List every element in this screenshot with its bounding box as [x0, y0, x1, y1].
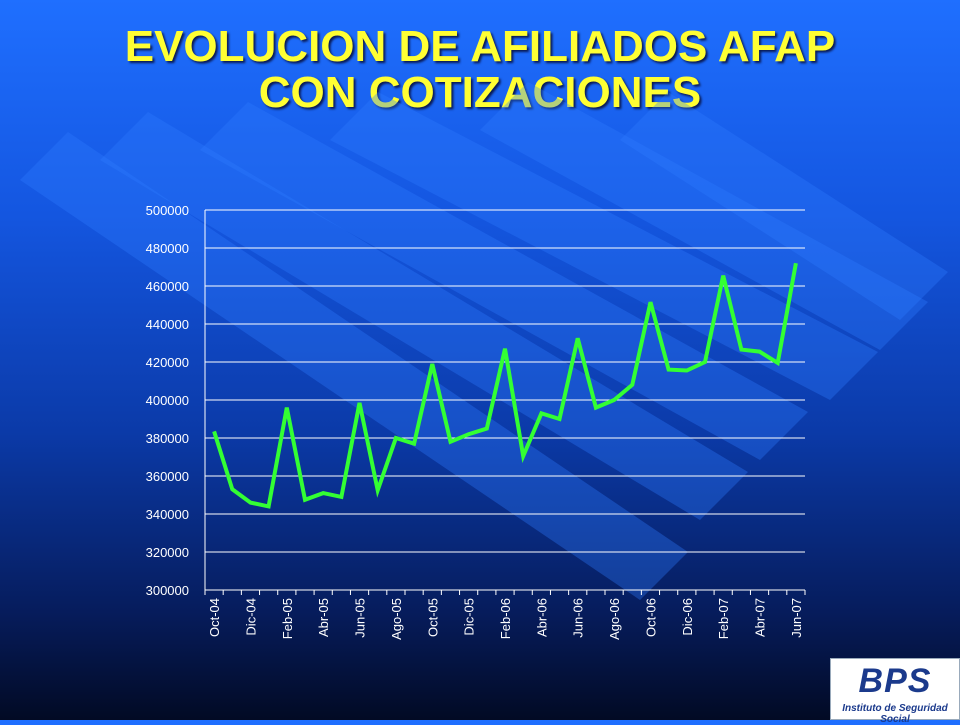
chart-series: [212, 262, 798, 509]
x-tick-label: Feb-06: [498, 598, 513, 639]
x-tick-label: Feb-07: [716, 598, 731, 639]
bps-logo: BPS Instituto de Seguridad Social: [830, 658, 960, 725]
y-tick-label: 460000: [146, 279, 189, 294]
logo-mark: BPS: [858, 662, 932, 700]
x-tick-label: Oct-06: [643, 598, 658, 637]
x-tick-label: Oct-05: [425, 598, 440, 637]
x-tick-label: Jun-05: [353, 598, 368, 638]
x-tick-label: Feb-05: [280, 598, 295, 639]
background-stripe: [200, 102, 808, 460]
background-stripe: [330, 92, 878, 400]
y-tick-label: 320000: [146, 545, 189, 560]
y-axis-tick-labels: 300000 320000 340000 360000 380000 400000 4200…: [146, 203, 189, 598]
y-tick-label: 300000: [146, 583, 189, 598]
series-line: [212, 262, 798, 509]
y-tick-label: 480000: [146, 241, 189, 256]
x-tick-label: Dic-05: [462, 598, 477, 636]
x-tick-label: Abr-06: [534, 598, 549, 637]
x-tick-label: Abr-05: [316, 598, 331, 637]
y-tick-label: 500000: [146, 203, 189, 218]
y-tick-label: 380000: [146, 431, 189, 446]
y-tick-label: 440000: [146, 317, 189, 332]
y-tick-label: 360000: [146, 469, 189, 484]
x-tick-label: Jun-06: [571, 598, 586, 638]
logo-subtitle: Instituto de Seguridad Social: [842, 703, 948, 725]
chart-gridlines: [204, 209, 806, 595]
title-line-2: CON COTIZACIONES: [258, 68, 702, 117]
background-stripe: [480, 82, 928, 350]
x-tick-label: Oct-04: [207, 598, 222, 637]
background-stripe: [620, 92, 948, 320]
x-tick-label: Dic-04: [243, 598, 258, 636]
x-tick-label: Dic-06: [680, 598, 695, 636]
x-tick-label: Ago-05: [389, 598, 404, 640]
y-tick-label: 340000: [146, 507, 189, 522]
title-line-1: EVOLUCION DE AFILIADOS AFAP: [124, 22, 836, 71]
background-stripe: [20, 132, 688, 600]
x-tick-label: Abr-07: [753, 598, 768, 637]
x-tick-label: Ago-06: [607, 598, 622, 640]
y-tick-label: 400000: [146, 393, 189, 408]
x-tick-label: Jun-07: [789, 598, 804, 638]
background-stripe: [100, 112, 748, 520]
x-axis-tick-labels: Oct-04 Dic-04 Feb-05 Abr-05 Jun-05 Ago-05 Oct-…: [207, 598, 804, 640]
y-tick-label: 420000: [146, 355, 189, 370]
page-title: EVOLUCION DE AFILIADOS AFAP CON COTIZACI…: [0, 24, 960, 116]
background-stripes: [20, 82, 948, 600]
